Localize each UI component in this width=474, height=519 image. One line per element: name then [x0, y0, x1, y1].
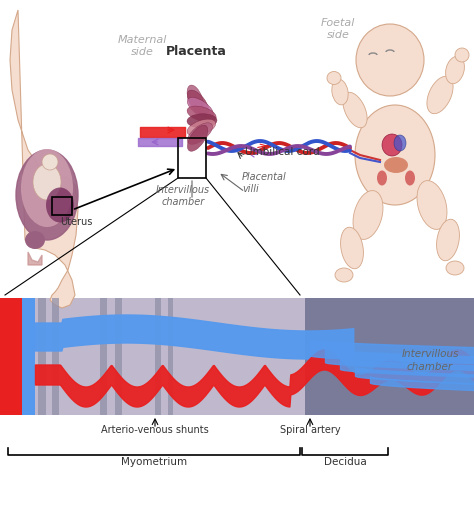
- Ellipse shape: [455, 48, 469, 62]
- Text: Intervillous
chamber: Intervillous chamber: [401, 349, 459, 372]
- Polygon shape: [28, 252, 42, 265]
- Text: Myometrium: Myometrium: [121, 457, 187, 467]
- Ellipse shape: [187, 119, 216, 136]
- Bar: [22, 298, 35, 415]
- Bar: [115, 298, 122, 415]
- Ellipse shape: [341, 227, 364, 269]
- Ellipse shape: [16, 150, 78, 240]
- Text: Maternal
side: Maternal side: [117, 35, 167, 57]
- Bar: [52, 298, 59, 415]
- Ellipse shape: [356, 24, 424, 96]
- Ellipse shape: [353, 190, 383, 239]
- Ellipse shape: [382, 134, 402, 156]
- Text: Umbilical cord: Umbilical cord: [245, 147, 319, 157]
- Ellipse shape: [187, 114, 217, 128]
- Text: Placental
villi: Placental villi: [242, 172, 287, 194]
- Ellipse shape: [343, 92, 367, 128]
- Ellipse shape: [377, 171, 387, 185]
- Text: Spiral artery: Spiral artery: [280, 425, 340, 435]
- Ellipse shape: [437, 219, 459, 261]
- Ellipse shape: [446, 56, 465, 84]
- Text: Uterus: Uterus: [60, 217, 92, 227]
- Ellipse shape: [384, 157, 408, 173]
- Ellipse shape: [332, 79, 348, 105]
- Ellipse shape: [417, 181, 447, 229]
- Ellipse shape: [25, 231, 45, 249]
- Ellipse shape: [327, 72, 341, 85]
- Ellipse shape: [335, 268, 353, 282]
- Bar: [178, 138, 206, 178]
- Bar: [38, 298, 46, 415]
- Ellipse shape: [405, 171, 415, 185]
- Text: Foetal
side: Foetal side: [321, 18, 355, 39]
- Ellipse shape: [187, 125, 208, 151]
- Ellipse shape: [446, 261, 464, 275]
- Ellipse shape: [355, 105, 435, 205]
- Bar: [100, 298, 107, 415]
- Ellipse shape: [187, 106, 216, 122]
- Bar: [168, 298, 173, 415]
- Ellipse shape: [21, 149, 73, 227]
- Polygon shape: [10, 10, 78, 308]
- Text: Decidua: Decidua: [324, 457, 366, 467]
- Bar: [52, 197, 72, 215]
- Bar: [0, 298, 22, 415]
- Bar: [155, 298, 161, 415]
- Ellipse shape: [33, 164, 61, 200]
- Bar: [305, 298, 474, 415]
- Ellipse shape: [187, 98, 213, 118]
- Ellipse shape: [394, 135, 406, 151]
- Ellipse shape: [187, 90, 209, 115]
- Text: Intervillous
chamber: Intervillous chamber: [156, 185, 210, 207]
- Ellipse shape: [187, 123, 212, 144]
- Ellipse shape: [427, 76, 453, 114]
- Text: Placenta: Placenta: [165, 45, 227, 58]
- Ellipse shape: [42, 154, 58, 170]
- Bar: [0, 298, 305, 415]
- Ellipse shape: [46, 187, 74, 223]
- Text: Arterio-venous shunts: Arterio-venous shunts: [101, 425, 209, 435]
- Ellipse shape: [187, 85, 204, 114]
